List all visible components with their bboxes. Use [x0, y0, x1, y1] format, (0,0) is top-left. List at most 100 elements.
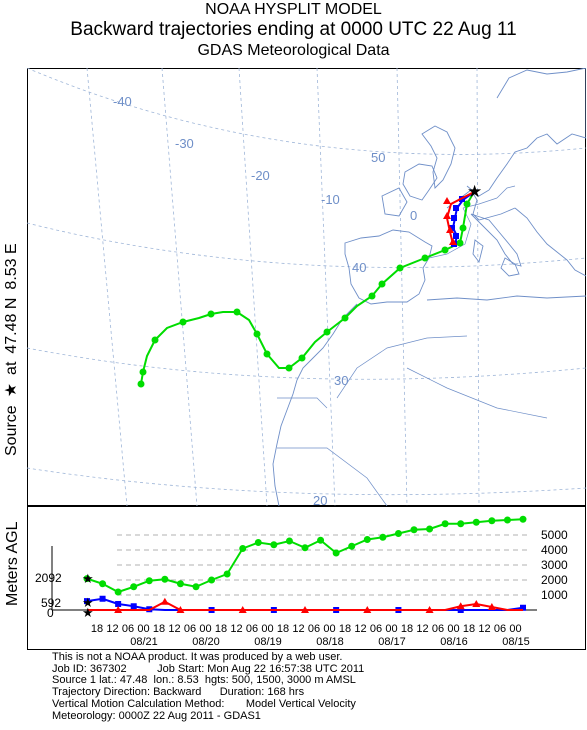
- height-ylabel: Meters AGL: [4, 521, 21, 606]
- series-point: [238, 606, 247, 613]
- lat-label-0: 50: [371, 150, 385, 165]
- series-point: [285, 537, 293, 545]
- graticule-labels: -40 -30 -20 -10 0 50 40 30 20: [113, 94, 417, 506]
- hour-tick-label: 00: [385, 623, 397, 635]
- series-point: [176, 580, 184, 588]
- series-point: [520, 604, 526, 611]
- source-lon: 8.53 E: [3, 243, 20, 289]
- hour-tick-label: 00: [323, 623, 335, 635]
- series-point: [223, 570, 231, 578]
- series-point: [317, 536, 325, 544]
- hour-tick-label: 06: [308, 623, 320, 635]
- date-label: 08/18: [316, 636, 344, 648]
- hour-tick-label: 06: [494, 623, 506, 635]
- series-point: [503, 516, 511, 524]
- series-point: [394, 530, 402, 537]
- series-point: [441, 520, 449, 528]
- lon-label-2: -20: [251, 168, 270, 183]
- series-point: [130, 603, 137, 610]
- series-point: [239, 545, 247, 552]
- date-label: 08/19: [254, 636, 282, 648]
- series-point: [130, 583, 138, 591]
- start-height-low: 0: [47, 606, 54, 620]
- series-point: [348, 542, 356, 550]
- series-point: [363, 536, 371, 543]
- series-point: [192, 583, 200, 591]
- hour-tick-label: 06: [184, 623, 196, 635]
- hour-tick-label: 18: [463, 623, 475, 635]
- hour-tick-label: 12: [230, 623, 242, 635]
- hour-tick-label: 12: [106, 623, 118, 635]
- series-point: [176, 606, 185, 613]
- right-tick-label: 5000: [541, 528, 568, 542]
- date-label: 08/21: [130, 636, 158, 648]
- source-prefix: Source: [3, 405, 20, 456]
- series-point: [160, 597, 169, 605]
- lat-label-2: 30: [334, 373, 348, 388]
- footer-line-6: Meteorology: 0000Z 22 Aug 2011 - GDAS1: [52, 709, 261, 722]
- high-trajectory-markers: [137, 200, 471, 388]
- hour-tick-label: 12: [478, 623, 490, 635]
- model-title: NOAA HYSPLIT MODEL: [205, 1, 382, 18]
- series-point: [332, 549, 340, 557]
- series-point: [208, 576, 216, 584]
- hour-tick-label: 06: [246, 623, 258, 635]
- series-point: [114, 606, 123, 613]
- hour-tick-label: 00: [509, 623, 521, 635]
- start-star-high: ★: [82, 571, 94, 586]
- hour-tick-label: 00: [199, 623, 211, 635]
- hour-tick-label: 18: [153, 623, 165, 635]
- source-at: at: [3, 361, 20, 375]
- series-point: [114, 588, 122, 596]
- series-point: [254, 539, 262, 546]
- hour-tick-label: 18: [277, 623, 289, 635]
- series-point: [457, 520, 465, 528]
- series-point: [301, 606, 309, 613]
- coastlines: [272, 68, 586, 506]
- height-plot-frame: [27, 506, 586, 650]
- date-label: 08/20: [192, 636, 220, 648]
- start-height-mid: 592: [41, 596, 61, 610]
- series-point: [426, 525, 434, 533]
- series-point: [379, 533, 387, 541]
- series-point: [472, 518, 480, 526]
- hour-tick-label: 06: [122, 623, 134, 635]
- footer-line-2: Job ID: 367302 Job Start: Mon Aug 22 16:…: [52, 662, 365, 675]
- series-point: [410, 526, 418, 534]
- series-point: [456, 602, 465, 610]
- date-label: 08/17: [378, 636, 406, 648]
- series-point: [425, 606, 434, 613]
- hour-tick-label: 06: [370, 623, 382, 635]
- map-frame: [27, 68, 586, 506]
- hour-tick-label: 06: [432, 623, 444, 635]
- info-footer: This is not a NOAA product. It was produ…: [52, 651, 552, 722]
- country-borders: [277, 185, 548, 506]
- lat-label-1: 40: [352, 260, 366, 275]
- hour-tick-label: 00: [137, 623, 149, 635]
- lat-label-3: 20: [313, 493, 327, 506]
- series-point: [363, 606, 372, 613]
- series-point: [457, 607, 464, 613]
- series-point: [99, 580, 107, 588]
- lon-label-1: -30: [175, 136, 194, 151]
- graticule: [27, 68, 586, 506]
- series-point: [145, 577, 153, 585]
- hour-tick-label: 18: [215, 623, 227, 635]
- trajectory-map: -40 -30 -20 -10 0 50 40 30 20 ★: [27, 68, 586, 506]
- footer-line-1: This is not a NOAA product. It was produ…: [52, 651, 343, 663]
- right-tick-label: 4000: [541, 543, 568, 557]
- series-point: [488, 517, 496, 525]
- hour-tick-label: 00: [447, 623, 459, 635]
- series-point: [487, 603, 496, 610]
- footer-line-3: Source 1 lat.: 47.48 lon.: 8.53 hgts: 50…: [52, 674, 356, 687]
- lon-label-0: -40: [113, 94, 132, 109]
- low-trajectory-markers: [443, 197, 457, 245]
- hour-tick-label: 12: [416, 623, 428, 635]
- svg-text:Source★at47.48 N8.53 E: Source ★ at 47.48 N 8.53 E: [3, 243, 20, 456]
- start-height-high: 2092: [35, 571, 62, 585]
- series-point: [472, 600, 481, 607]
- hour-tick-labels: 18 12 06 00 18 12 06 00 18 12 06 00 18 12 06 00 18 12 06 00…: [91, 623, 522, 635]
- series-point: [301, 544, 309, 552]
